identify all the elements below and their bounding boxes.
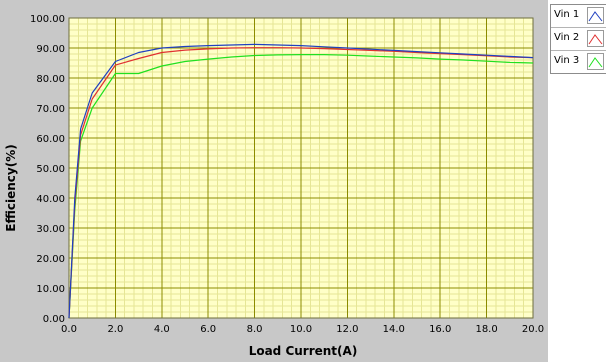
- legend-item: Vin 3: [551, 51, 606, 73]
- x-tick-label: 2.0: [107, 324, 123, 335]
- line-series-icon: [587, 30, 604, 47]
- x-tick-label: 20.0: [522, 324, 544, 335]
- x-tick-label: 4.0: [154, 324, 170, 335]
- y-tick-label: 40.00: [36, 194, 65, 205]
- x-tick-label: 12.0: [336, 324, 358, 335]
- y-tick-label: 50.00: [36, 164, 65, 175]
- legend-label: Vin 1: [554, 9, 580, 20]
- x-tick-label: 18.0: [475, 324, 497, 335]
- x-tick-label: 8.0: [247, 324, 263, 335]
- line-series-icon: [587, 7, 604, 24]
- line-series-icon: [587, 53, 604, 70]
- x-tick-label: 16.0: [429, 324, 451, 335]
- legend-item: Vin 2: [551, 28, 606, 51]
- x-tick-label: 6.0: [200, 324, 216, 335]
- y-tick-label: 30.00: [36, 224, 65, 235]
- x-tick-label: 10.0: [290, 324, 312, 335]
- efficiency-chart: 0.00 10.00 20.00 30.00 40.00 50.00 60.00 70.00 8…: [4, 14, 544, 358]
- y-tick-label: 10.00: [36, 284, 65, 295]
- y-tick-label: 90.00: [36, 44, 65, 55]
- legend-label: Vin 2: [554, 32, 580, 43]
- plot-border: [68, 17, 534, 319]
- series-line-vin-2: [68, 47, 534, 319]
- x-tick-label: 0.0: [61, 324, 77, 335]
- series-line-vin-3: [68, 53, 534, 319]
- y-axis-label: Efficiency(%): [4, 144, 18, 231]
- y-tick-label: 70.00: [36, 104, 65, 115]
- x-tick-label: 14.0: [383, 324, 405, 335]
- y-tick-label: 20.00: [36, 254, 65, 265]
- series-line-vin-1: [68, 43, 534, 319]
- y-tick-label: 100.00: [30, 14, 65, 25]
- x-axis-label: Load Current(A): [249, 344, 358, 358]
- chart-legend: Vin 1 Vin 2 Vin 3: [550, 4, 606, 74]
- y-tick-label: 0.00: [43, 314, 65, 325]
- y-tick-label: 60.00: [36, 134, 65, 145]
- plot-area: 0.00 10.00 20.00 30.00 40.00 50.00 60.00 70.00 8…: [30, 14, 544, 335]
- legend-item: Vin 1: [551, 5, 606, 28]
- chart-frame: 0.00 10.00 20.00 30.00 40.00 50.00 60.00 70.00 8…: [0, 0, 548, 362]
- legend-label: Vin 3: [554, 55, 580, 66]
- y-tick-label: 80.00: [36, 74, 65, 85]
